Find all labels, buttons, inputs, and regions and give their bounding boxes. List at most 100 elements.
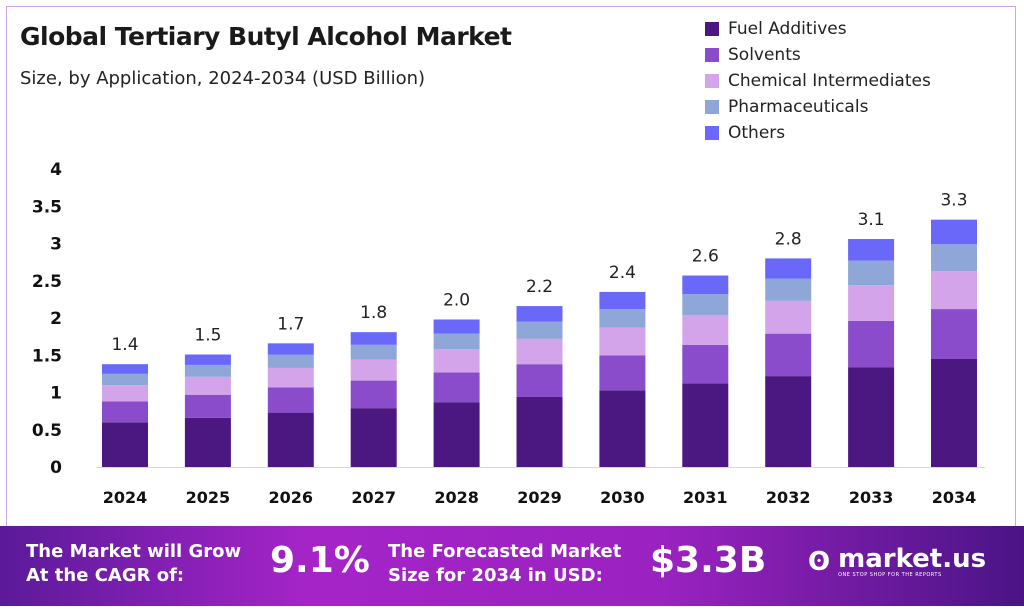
legend: Fuel Additives Solvents Chemical Intermedi… <box>705 16 931 146</box>
bar-segment-fuel-additives <box>102 422 148 467</box>
bar-segment-fuel-additives <box>184 417 231 467</box>
x-tick-label: 2034 <box>932 488 977 507</box>
legend-swatch <box>705 74 719 88</box>
forecast-label: The Forecasted Market Size for 2034 in U… <box>388 540 621 588</box>
forecast-label-line1: The Forecasted Market <box>388 541 622 562</box>
bar-segment-chemical-intermediates <box>102 385 148 402</box>
y-tick-label: 2 <box>50 309 62 329</box>
bar-segment-solvents <box>599 355 646 391</box>
chart-title: Global Tertiary Butyl Alcohol Market <box>20 22 512 51</box>
bar-segment-solvents <box>102 401 148 423</box>
bar-segment-chemical-intermediates <box>682 315 729 345</box>
bar-segment-solvents <box>516 364 563 397</box>
bar-segment-chemical-intermediates <box>433 349 480 373</box>
bar-segment-others <box>267 343 314 355</box>
bar-total-label: 1.7 <box>277 314 304 334</box>
bar-segment-others <box>682 275 729 295</box>
legend-item: Chemical Intermediates <box>705 68 931 94</box>
legend-item: Others <box>705 120 931 146</box>
y-tick-label: 3.5 <box>32 197 62 217</box>
legend-swatch <box>705 100 719 114</box>
bar-segment-pharmaceuticals <box>184 364 231 377</box>
bar-segment-others <box>765 258 812 279</box>
bar-total-label: 2.6 <box>692 247 719 267</box>
bar-segment-fuel-additives <box>931 358 977 467</box>
bar-segment-chemical-intermediates <box>267 367 314 388</box>
cagr-label: The Market will Grow At the CAGR of: <box>26 540 241 588</box>
cagr-label-line2: At the CAGR of: <box>26 565 185 586</box>
bar-total-label: 1.4 <box>111 335 138 355</box>
bar-segment-chemical-intermediates <box>848 285 895 321</box>
x-tick-label: 2029 <box>517 488 562 507</box>
logo-mark-icon: ʘ <box>808 547 831 577</box>
y-tick-label: 4 <box>50 160 62 180</box>
logo-name: market.us <box>838 544 987 574</box>
forecast-label-line2: Size for 2034 in USD: <box>388 565 603 586</box>
bar-segment-others <box>599 291 646 310</box>
bar-total-label: 2.2 <box>526 277 553 297</box>
chart-subtitle: Size, by Application, 2024-2034 (USD Bil… <box>20 68 426 89</box>
bar-segment-chemical-intermediates <box>184 376 231 395</box>
bar-segment-others <box>931 219 977 245</box>
bar-segment-solvents <box>267 387 314 413</box>
x-tick-label: 2025 <box>186 488 231 507</box>
cagr-label-line1: The Market will Grow <box>26 541 242 562</box>
forecast-value: $3.3B <box>650 540 767 581</box>
bar-segment-fuel-additives <box>765 376 812 467</box>
y-tick-label: 3 <box>50 235 62 255</box>
bar-segment-pharmaceuticals <box>682 294 729 316</box>
legend-item: Fuel Additives <box>705 16 931 42</box>
x-tick-label: 2030 <box>600 488 645 507</box>
bar-total-label: 3.1 <box>858 210 885 230</box>
bar-segment-chemical-intermediates <box>516 338 563 365</box>
bar-segment-fuel-additives <box>599 390 646 467</box>
x-tick-label: 2028 <box>434 488 479 507</box>
bar-segment-pharmaceuticals <box>267 354 314 368</box>
bar-segment-others <box>848 239 895 261</box>
y-tick-label: 0.5 <box>32 421 62 441</box>
legend-label: Pharmaceuticals <box>728 97 869 117</box>
bar-segment-solvents <box>848 320 895 368</box>
legend-label: Chemical Intermediates <box>728 71 931 91</box>
bar-total-label: 2.0 <box>443 290 470 310</box>
bar-segment-chemical-intermediates <box>765 300 812 334</box>
x-tick-label: 2032 <box>766 488 811 507</box>
bar-segment-pharmaceuticals <box>433 333 480 350</box>
bar-segment-solvents <box>184 394 231 418</box>
bar-segment-fuel-additives <box>848 367 895 467</box>
bar-segment-fuel-additives <box>350 408 397 467</box>
bar-segment-others <box>184 354 231 365</box>
legend-swatch <box>705 48 719 62</box>
bar-total-label: 2.8 <box>775 229 802 249</box>
x-tick-label: 2027 <box>351 488 396 507</box>
legend-label: Solvents <box>728 45 801 65</box>
x-tick-label: 2024 <box>103 488 148 507</box>
bar-total-label: 3.3 <box>940 191 967 211</box>
bar-segment-pharmaceuticals <box>931 244 977 272</box>
y-tick-label: 1.5 <box>32 346 62 366</box>
bar-total-label: 1.5 <box>194 326 221 346</box>
bar-total-label: 2.4 <box>609 263 636 283</box>
stacked-bar-chart: 0 0.5 1 1.5 2 2.5 3 3.5 4 1.4 2024 1.5 2025 1.7 2026 1.… <box>32 160 985 507</box>
bar-segment-pharmaceuticals <box>765 278 812 301</box>
y-tick-label: 2.5 <box>32 272 62 292</box>
bar-segment-others <box>433 319 480 334</box>
legend-item: Solvents <box>705 42 931 68</box>
bar-segment-others <box>102 364 148 374</box>
bar-segment-chemical-intermediates <box>350 359 397 381</box>
x-tick-label: 2026 <box>269 488 314 507</box>
logo-tagline: ONE STOP SHOP FOR THE REPORTS <box>838 572 942 578</box>
bar-segment-pharmaceuticals <box>102 373 148 386</box>
legend-swatch <box>705 22 719 36</box>
bar-segment-fuel-additives <box>267 412 314 467</box>
x-tick-label: 2033 <box>849 488 894 507</box>
bar-segment-solvents <box>350 380 397 409</box>
bar-segment-fuel-additives <box>682 383 729 467</box>
legend-label: Fuel Additives <box>728 19 847 39</box>
legend-item: Pharmaceuticals <box>705 94 931 120</box>
x-tick-label: 2031 <box>683 488 728 507</box>
y-tick-label: 1 <box>50 384 62 404</box>
bar-segment-fuel-additives <box>433 402 480 467</box>
bar-segment-pharmaceuticals <box>350 344 397 360</box>
bar-segment-solvents <box>433 372 480 403</box>
